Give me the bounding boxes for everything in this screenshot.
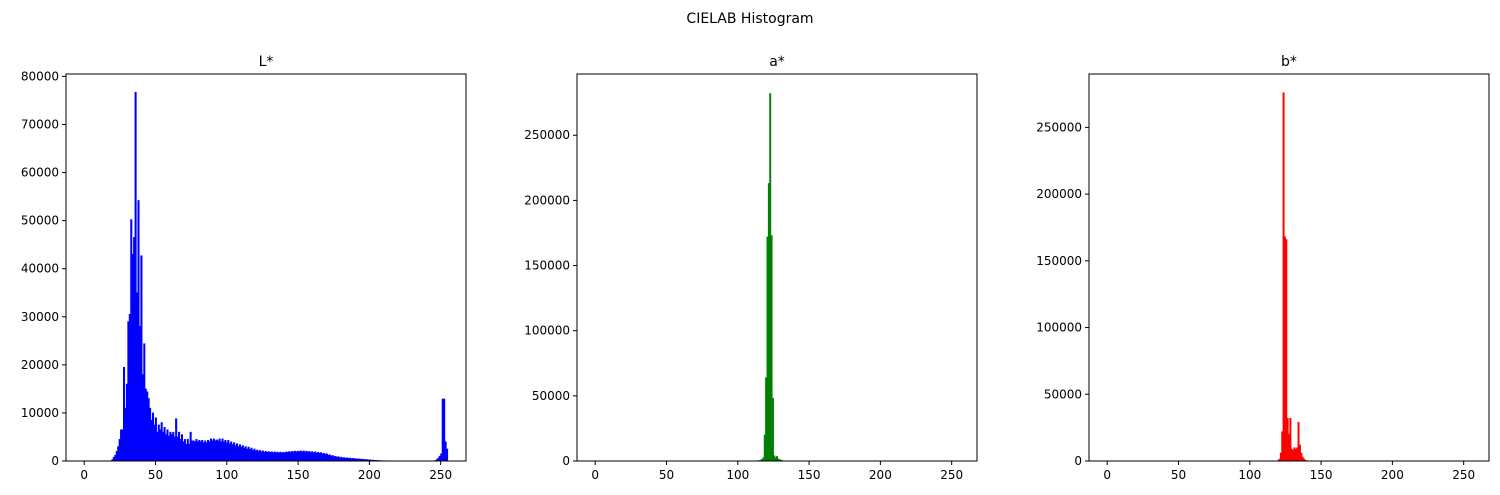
y-tick-label: 250000 — [524, 128, 570, 142]
histogram-bars — [1274, 92, 1315, 462]
histogram-bar — [771, 398, 774, 462]
histogram-bar — [446, 448, 449, 462]
x-tick-label: 0 — [591, 468, 599, 482]
y-tick-label: 50000 — [532, 389, 570, 403]
y-tick-label: 200000 — [524, 193, 570, 207]
axes-frame — [1088, 73, 1490, 462]
x-tick-label: 50 — [659, 468, 674, 482]
y-tick-label: 50000 — [1044, 387, 1082, 401]
axes-b-star: 0 50 100 150 200 250 0 50000 100000 150000 200000 2… — [1036, 54, 1490, 482]
x-tick-label: 150 — [1310, 468, 1333, 482]
y-tick-label: 150000 — [524, 259, 570, 273]
y-tick-label: 200000 — [1036, 187, 1082, 201]
x-tick-label: 250 — [1452, 468, 1475, 482]
histogram-bars — [754, 93, 789, 462]
x-tick-label: 150 — [287, 468, 310, 482]
y-tick-label: 0 — [1074, 454, 1082, 468]
x-tick-label: 50 — [148, 468, 163, 482]
y-tick-label: 80000 — [21, 69, 59, 83]
axes-title: L* — [259, 54, 274, 70]
y-tick-label: 10000 — [21, 406, 59, 420]
y-tick-label: 70000 — [21, 117, 59, 131]
x-tick-label: 250 — [940, 468, 963, 482]
x-tick-label: 100 — [1238, 468, 1261, 482]
y-tick-label: 30000 — [21, 310, 59, 324]
x-tick-label: 250 — [429, 468, 452, 482]
y-tick-label: 40000 — [21, 262, 59, 276]
axes-frame — [576, 73, 978, 462]
x-tick-label: 200 — [1381, 468, 1404, 482]
y-tick-label: 60000 — [21, 166, 59, 180]
histogram-bars — [109, 91, 449, 462]
axes-title: b* — [1281, 54, 1297, 70]
y-tick-label: 250000 — [1036, 120, 1082, 134]
x-tick-label: 200 — [869, 468, 892, 482]
axes-frame — [65, 73, 467, 462]
axes-lightness: 0 50 100 150 200 250 0 10000 20000 30000 40000 5000… — [21, 54, 467, 482]
x-tick-label: 50 — [1171, 468, 1186, 482]
axes-a-star: 0 50 100 150 200 250 0 50000 100000 150000 200000 2… — [524, 54, 978, 482]
y-tick-label: 50000 — [21, 214, 59, 228]
figure-suptitle: CIELAB Histogram — [686, 11, 813, 27]
x-tick-label: 200 — [358, 468, 381, 482]
x-tick-label: 150 — [798, 468, 821, 482]
y-tick-label: 100000 — [1036, 321, 1082, 335]
x-tick-label: 100 — [726, 468, 749, 482]
y-tick-label: 0 — [562, 454, 570, 468]
axes-title: a* — [769, 54, 785, 70]
x-tick-label: 0 — [1103, 468, 1111, 482]
x-tick-label: 100 — [215, 468, 238, 482]
y-tick-label: 0 — [51, 454, 59, 468]
x-tick-label: 0 — [80, 468, 88, 482]
y-tick-label: 20000 — [21, 358, 59, 372]
y-tick-label: 100000 — [524, 324, 570, 338]
y-tick-label: 150000 — [1036, 254, 1082, 268]
